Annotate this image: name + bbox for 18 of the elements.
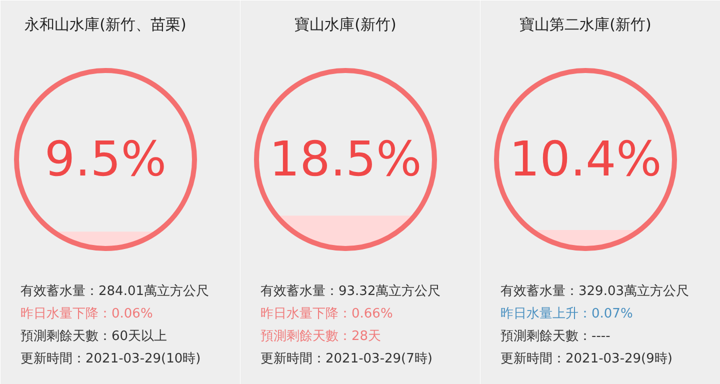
text: 永和山水庫(新竹、苗栗) xyxy=(24,16,186,34)
text: 預測剩餘天數：60天以上 xyxy=(20,329,168,344)
data-label: 18.5% xyxy=(269,132,422,188)
text: 更新時間：2021-03-29(7時) xyxy=(260,352,432,366)
text: 有效蓄水量：93.32萬立方公尺 xyxy=(260,283,441,299)
data-label: 9.5% xyxy=(44,132,166,188)
text: 預測剩餘天數：---- xyxy=(500,329,611,344)
text: 寶山水庫(新竹) xyxy=(294,16,396,34)
text: 有效蓄水量：284.01萬立方公尺 xyxy=(20,283,209,299)
text: 有效蓄水量：329.03萬立方公尺 xyxy=(500,283,689,299)
text: 更新時間：2021-03-29(10時) xyxy=(20,352,201,366)
text: 昨日水量下降：0.06% xyxy=(20,306,153,322)
text: 寶山第二水庫(新竹) xyxy=(520,16,652,34)
data-label: 10.4% xyxy=(509,132,662,188)
text: 昨日水量上升：0.07% xyxy=(500,306,633,322)
text: 預測剩餘天數：28天 xyxy=(260,329,382,344)
text: 昨日水量下降：0.66% xyxy=(260,306,393,322)
text: 更新時間：2021-03-29(9時) xyxy=(500,352,672,366)
